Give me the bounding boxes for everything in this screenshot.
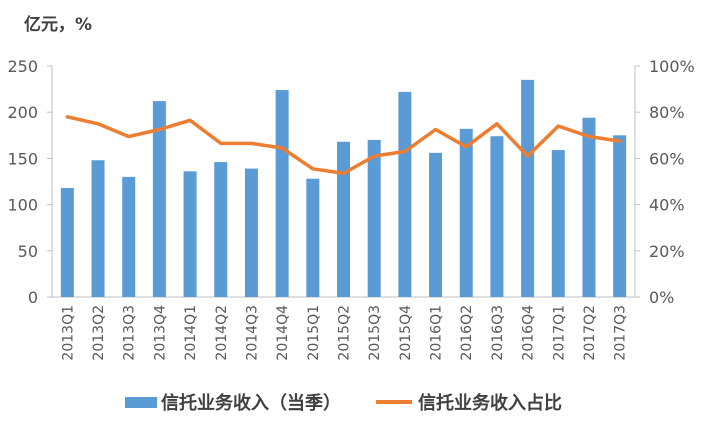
category-label: 2015Q4 [398,305,414,361]
bar-series [60,79,627,297]
bar [551,150,565,297]
legend-bar-label: 信托业务收入（当季） [161,392,341,414]
bar [183,171,197,297]
category-labels: 2013Q1 2013Q2 2013Q3 2013Q4 2014Q1 2014Q2 2014… [60,305,628,361]
bar [306,178,320,297]
right-tick-label: 0% [649,288,674,307]
legend: 信托业务收入（当季） 信托业务收入占比 [125,392,562,414]
left-tick-label: 150 [7,149,38,168]
category-label: 2016Q4 [521,305,537,361]
bar [152,101,166,297]
right-tick-label: 40% [649,196,685,215]
line-path [65,115,622,176]
category-label: 2013Q2 [91,305,107,361]
bar [521,79,535,297]
bar [91,160,105,297]
category-label: 2016Q3 [490,305,506,361]
category-label: 2014Q1 [183,305,199,361]
category-label: 2013Q3 [122,305,138,361]
category-label: 2015Q1 [306,305,322,361]
category-label: 2017Q2 [582,305,598,361]
bar [244,168,258,297]
category-label: 2014Q2 [214,305,230,361]
left-tick-label: 100 [7,196,38,215]
right-axis: 0% 20% 40% 60% 80% 100% [634,57,695,307]
left-tick-label: 200 [7,103,38,122]
category-label: 2015Q2 [337,305,353,361]
left-tick-label: 50 [18,242,38,261]
category-label: 2016Q1 [429,305,445,361]
category-label: 2014Q4 [275,305,291,361]
left-tick-label: 0 [28,288,38,307]
legend-line-label: 信托业务收入占比 [418,392,562,414]
bar [490,136,504,297]
bar [367,139,381,297]
category-label: 2016Q2 [459,305,475,361]
category-label: 2017Q3 [613,305,629,361]
right-tick-label: 60% [649,149,685,168]
unit-label: 亿元，% [24,14,92,35]
bar [398,91,412,297]
bar [337,141,350,297]
right-tick-label: 100% [649,57,695,76]
category-label: 2013Q1 [60,305,76,361]
category-label: 2015Q3 [367,305,383,361]
bar [275,90,289,297]
right-tick-label: 80% [649,103,685,122]
bar [582,117,596,297]
legend-bar-swatch [125,397,157,408]
bar [459,128,473,297]
bar [613,135,627,297]
bar [429,152,443,297]
bar [60,187,74,297]
line-series [65,115,622,176]
bar [214,162,228,297]
category-label: 2014Q3 [244,305,260,361]
right-tick-label: 20% [649,242,685,261]
left-tick-label: 250 [7,57,38,76]
category-label: 2017Q1 [551,305,567,361]
bar [122,176,136,297]
category-label: 2013Q4 [152,305,168,361]
